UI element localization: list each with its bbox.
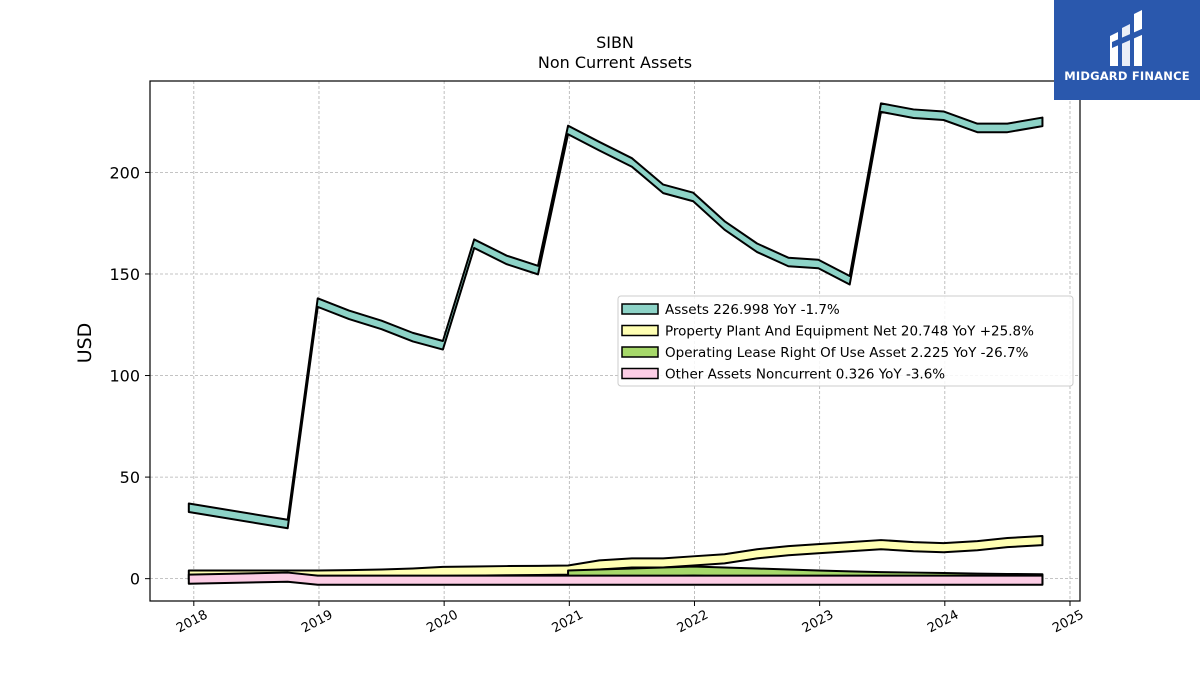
- legend-frame: [617, 295, 1074, 387]
- y-tick-label: 0: [130, 570, 140, 589]
- series-layer: [187, 102, 1044, 586]
- x-tick-label: 2020: [424, 608, 460, 637]
- y-tick-label: 50: [120, 468, 140, 487]
- legend-entry: Property Plant And Equipment Net 20.748 …: [665, 324, 1034, 340]
- x-tick-label: 2021: [550, 608, 586, 637]
- y-tick-label: 150: [109, 265, 140, 284]
- series-4-area: [187, 571, 1044, 586]
- legend-swatch: [621, 367, 659, 380]
- legend-entry: Operating Lease Right Of Use Asset 2.225…: [665, 345, 1029, 361]
- brand-logo: MIDGARD FINANCE: [1054, 0, 1200, 100]
- x-tick-label: 2022: [675, 608, 711, 637]
- legend-swatch: [621, 303, 659, 315]
- midgard-logo-icon: [1110, 10, 1144, 66]
- y-axis-label: USD: [74, 323, 96, 364]
- legend-swatch: [621, 324, 659, 337]
- y-tick-label: 200: [109, 163, 140, 182]
- series-1-area: [187, 102, 1044, 530]
- legend-entry: Assets 226.998 YoY -1.7%: [665, 302, 840, 318]
- chart-title: SIBN: [596, 33, 634, 52]
- x-tick-label: 2024: [925, 608, 961, 637]
- x-tick-label: 2023: [800, 608, 836, 637]
- legend[interactable]: Assets 226.998 YoY -1.7% Property Plant A…: [617, 295, 1074, 387]
- x-tick-label: 2019: [299, 608, 335, 637]
- chart-subtitle: Non Current Assets: [538, 53, 692, 72]
- x-tick-label: 2025: [1050, 608, 1086, 637]
- brand-name: MIDGARD FINANCE: [1064, 69, 1190, 83]
- legend-entry: Other Assets Noncurrent 0.326 YoY -3.6%: [665, 367, 945, 383]
- legend-swatch: [621, 346, 659, 358]
- plot-frame: [149, 80, 1081, 602]
- y-tick-label: 100: [109, 367, 140, 386]
- x-tick-label: 2018: [174, 608, 210, 637]
